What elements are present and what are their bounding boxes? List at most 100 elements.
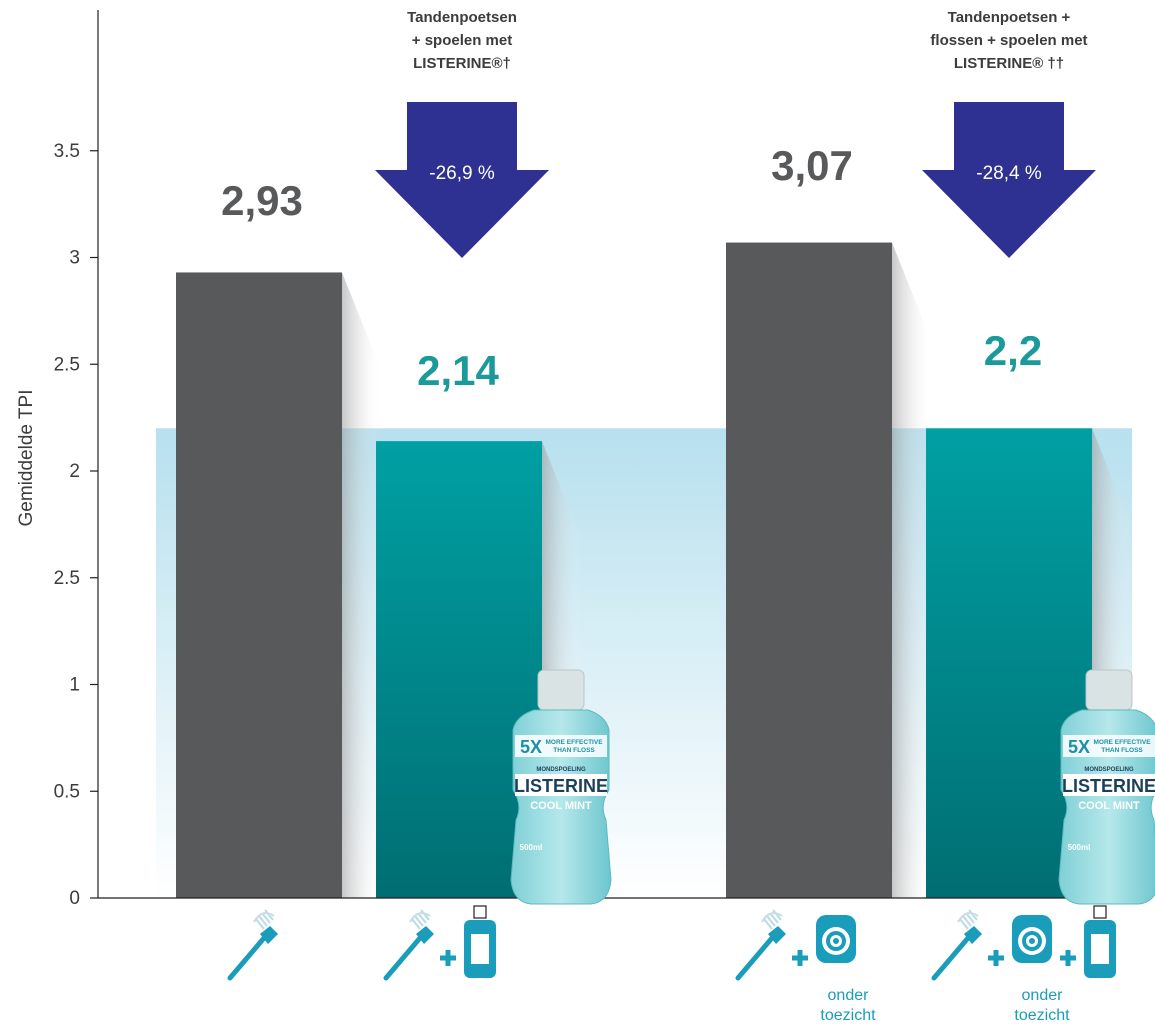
- bottle-brand-panel: [515, 774, 607, 796]
- bottle-cap: [537, 669, 585, 711]
- plus-bar-v: [445, 950, 451, 966]
- toothbrush-icon: [383, 909, 434, 981]
- bar-value-label: 2,14: [417, 347, 499, 394]
- reduction-label: -28,4 %: [976, 163, 1042, 184]
- y-tick-label: 2.5: [54, 568, 80, 589]
- bottle-body: [510, 709, 612, 905]
- mouthwash-bottle-icon: [464, 905, 496, 978]
- category-note-line: onder: [1022, 987, 1064, 1004]
- bottle-badge-number: 5X: [1068, 737, 1090, 757]
- bottle-badge-text: THAN FLOSS: [1101, 747, 1143, 754]
- plus-icon: [792, 950, 808, 966]
- toothbrush-bristle: [965, 912, 975, 924]
- bar: [376, 441, 542, 898]
- category-note-line: onder: [828, 987, 870, 1004]
- reduction-caption-line: LISTERINE® ††: [954, 55, 1064, 72]
- toothbrush-bristle: [959, 918, 969, 930]
- toothpaste: [761, 912, 783, 923]
- bottle-volume: 500ml: [520, 843, 543, 852]
- bottle-variant: COOL MINT: [1078, 800, 1140, 812]
- y-tick-label: 1: [69, 675, 80, 696]
- toothbrush-handle: [931, 935, 971, 981]
- bar-shadow: [342, 272, 382, 898]
- bottle-volume: 500ml: [1068, 843, 1091, 852]
- bottle-badge: [515, 735, 607, 757]
- toothbrush-icon: [227, 909, 278, 981]
- plus-bar-v: [1065, 950, 1071, 966]
- bottle-cap: [1085, 669, 1133, 711]
- reduction-caption-line: Tandenpoetsen +: [948, 9, 1071, 26]
- y-tick-label: 2: [69, 461, 80, 482]
- bottle-variant: COOL MINT: [530, 800, 592, 812]
- toothpaste: [957, 912, 979, 923]
- toothbrush-head: [768, 926, 786, 944]
- category-note-line: toezicht: [820, 1007, 876, 1024]
- reduction-caption-line: flossen + spoelen met: [930, 32, 1087, 49]
- bottle-badge-text: MORE EFFECTIVE: [1093, 739, 1151, 746]
- reduction-arrow: -28,4 %: [922, 102, 1096, 258]
- down-arrow-shape: [375, 102, 549, 258]
- toothpaste: [253, 912, 275, 923]
- toothbrush-bristle: [255, 918, 265, 930]
- y-tick-label: 3.5: [54, 141, 80, 162]
- floss-core: [833, 938, 839, 944]
- toothbrush-bristle: [411, 918, 421, 930]
- toothbrush-handle: [383, 935, 423, 981]
- y-tick-label: 0: [69, 888, 80, 909]
- plus-bar-v: [797, 950, 803, 966]
- bottle-body: [1058, 709, 1155, 905]
- bar-value-label: 2,93: [221, 177, 303, 224]
- reduction-arrow: -26,9 %: [375, 102, 549, 258]
- bottle-type: MONDSPOELING: [536, 767, 586, 773]
- toothbrush-bristle: [962, 915, 972, 927]
- toothbrush-icon: [735, 909, 786, 981]
- toothbrush-handle: [227, 935, 267, 981]
- toothbrush-bristle: [763, 918, 773, 930]
- y-axis-title: Gemiddelde TPI: [16, 390, 37, 527]
- toothbrush-bristle: [968, 909, 978, 921]
- toothbrush-icon: [931, 909, 982, 981]
- toothbrush-bristle: [261, 912, 271, 924]
- floss-core: [1029, 938, 1035, 944]
- floss-icon: [816, 915, 856, 963]
- y-tick-label: 0.5: [54, 781, 80, 802]
- bottle-brand: LISTERINE: [514, 776, 608, 796]
- bottle-badge-number: 5X: [520, 737, 542, 757]
- bottle-brand-panel: [1063, 774, 1155, 796]
- toothbrush-bristle: [772, 909, 782, 921]
- reduction-caption-line: LISTERINE®†: [413, 55, 511, 72]
- bar-value-label: 2,2: [984, 327, 1042, 374]
- category-icons: onder toezicht: [735, 909, 876, 1024]
- bar-value-label: 3,07: [771, 142, 853, 189]
- y-tick-label: 3: [69, 248, 80, 269]
- mouthwash-label: [471, 934, 489, 964]
- bar: [726, 242, 892, 898]
- bottle-brand: LISTERINE: [1062, 776, 1155, 796]
- toothbrush-handle: [735, 935, 775, 981]
- bottle-badge: [1063, 735, 1155, 757]
- toothbrush-bristle: [769, 912, 779, 924]
- down-arrow-shape: [922, 102, 1096, 258]
- toothbrush-bristle: [258, 915, 268, 927]
- toothbrush-bristle: [420, 909, 430, 921]
- mouthwash-label: [1091, 934, 1109, 964]
- mouthwash-cap: [1093, 905, 1107, 919]
- plus-icon: [1060, 950, 1076, 966]
- toothbrush-head: [964, 926, 982, 944]
- plus-icon: [988, 950, 1004, 966]
- mouthwash-bottle-icon: [1084, 905, 1116, 978]
- category-icons: [383, 905, 496, 981]
- floss-icon: [1012, 915, 1052, 963]
- mouthwash-cap: [473, 905, 487, 919]
- toothbrush-bristle: [417, 912, 427, 924]
- reduction-label: -26,9 %: [429, 163, 495, 184]
- bottle-badge-text: THAN FLOSS: [553, 747, 595, 754]
- bottle-badge-text: MORE EFFECTIVE: [545, 739, 603, 746]
- toothbrush-head: [416, 926, 434, 944]
- bar: [176, 272, 342, 898]
- reduction-caption-line: + spoelen met: [412, 32, 512, 49]
